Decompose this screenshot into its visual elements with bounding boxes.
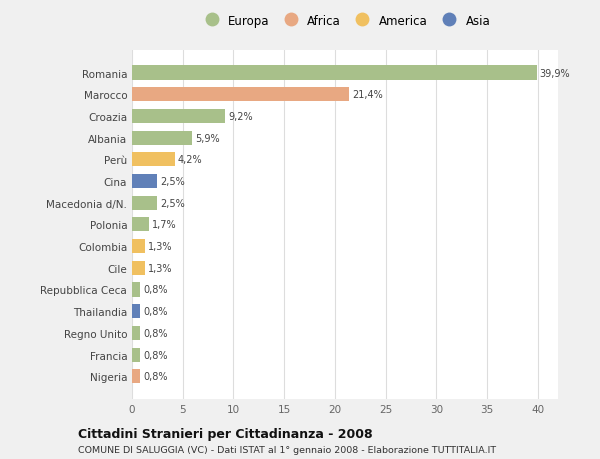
Text: 9,2%: 9,2% (229, 112, 253, 122)
Text: 39,9%: 39,9% (540, 68, 571, 78)
Bar (132, 218, 149, 232)
Bar (132, 153, 175, 167)
Bar (132, 326, 140, 340)
Bar (132, 348, 140, 362)
Text: 0,8%: 0,8% (143, 328, 167, 338)
Bar (132, 196, 157, 210)
Text: 5,9%: 5,9% (195, 133, 220, 143)
Text: 0,8%: 0,8% (143, 350, 167, 360)
Bar (132, 67, 537, 80)
Bar (132, 88, 349, 102)
Text: 2,5%: 2,5% (160, 198, 185, 208)
Text: 1,3%: 1,3% (148, 263, 173, 273)
Text: COMUNE DI SALUGGIA (VC) - Dati ISTAT al 1° gennaio 2008 - Elaborazione TUTTITALI: COMUNE DI SALUGGIA (VC) - Dati ISTAT al … (78, 445, 496, 454)
Bar (132, 110, 226, 124)
Bar (132, 369, 140, 383)
Bar (132, 304, 140, 319)
Text: 4,2%: 4,2% (178, 155, 202, 165)
Text: 2,5%: 2,5% (160, 177, 185, 187)
Legend: Europa, Africa, America, Asia: Europa, Africa, America, Asia (200, 15, 490, 28)
Text: 1,7%: 1,7% (152, 220, 177, 230)
Text: 1,3%: 1,3% (148, 241, 173, 252)
Bar (132, 131, 192, 146)
Bar (132, 283, 140, 297)
Text: 0,8%: 0,8% (143, 285, 167, 295)
Bar (132, 240, 145, 253)
Bar (132, 174, 157, 189)
Bar (132, 261, 145, 275)
Text: 21,4%: 21,4% (352, 90, 383, 100)
Text: 0,8%: 0,8% (143, 371, 167, 381)
Text: Cittadini Stranieri per Cittadinanza - 2008: Cittadini Stranieri per Cittadinanza - 2… (78, 427, 373, 440)
Text: 0,8%: 0,8% (143, 307, 167, 317)
